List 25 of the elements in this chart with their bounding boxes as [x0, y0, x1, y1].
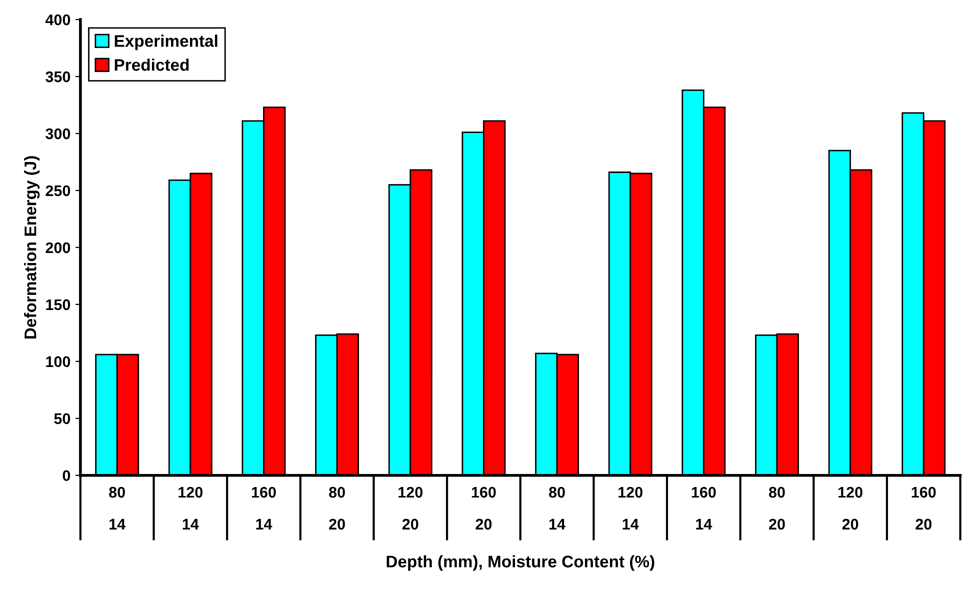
- y-tick-label: 250: [46, 185, 70, 196]
- legend-label: Predicted: [114, 58, 189, 71]
- y-tick-label: 150: [46, 299, 70, 310]
- y-tick-label: 100: [46, 356, 70, 368]
- category-label: 80 20: [768, 486, 785, 530]
- x-axis-title: Depth (mm), Moisture Content (%): [386, 555, 654, 571]
- y-tick-label: 350: [46, 71, 70, 82]
- category-label: 120 20: [838, 486, 862, 530]
- y-tick-label: 0: [62, 470, 70, 482]
- category-label: 120 20: [398, 486, 422, 530]
- category-label: 80 20: [329, 486, 345, 530]
- category-label: 160 14: [692, 486, 716, 530]
- y-tick-label: 50: [54, 413, 70, 424]
- category-label: 80 14: [549, 486, 566, 530]
- legend-label: Experimental: [114, 34, 218, 50]
- category-label: 160 20: [472, 486, 496, 530]
- category-label: 160 20: [912, 486, 936, 530]
- category-label: 120 14: [618, 486, 642, 530]
- y-tick-label: 300: [46, 128, 70, 140]
- category-label: 80 14: [109, 486, 126, 530]
- category-label: 120 14: [178, 486, 203, 530]
- y-axis-title: Deformation Energy (J): [24, 156, 40, 338]
- y-tick-label: 200: [46, 242, 70, 254]
- category-label: 160 14: [252, 486, 276, 530]
- y-tick-label: 400: [45, 14, 70, 26]
